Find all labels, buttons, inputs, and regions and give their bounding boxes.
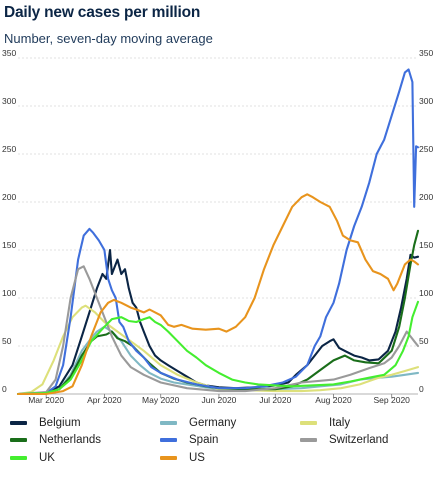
- series-line-uk: [16, 300, 420, 396]
- x-tick-label: Sep 2020: [374, 395, 411, 405]
- x-tick-label: Jul 2020: [259, 395, 291, 405]
- x-axis: Mar 2020 Apr 2020 May 2020 Jun 2020 Jul 2020…: [28, 394, 410, 405]
- legend-swatch: [10, 438, 27, 442]
- legend-item-netherlands: Netherlands: [10, 431, 101, 449]
- y-tick-label: 150: [2, 240, 16, 250]
- x-tick-label: May 2020: [142, 395, 180, 405]
- y-tick-label: 50: [2, 336, 12, 346]
- series-line-spain: [16, 68, 420, 396]
- y-tick-label: 200: [419, 192, 433, 202]
- legend-swatch: [160, 456, 177, 460]
- y-tick-label: 100: [419, 288, 433, 298]
- legend-item-us: US: [160, 449, 205, 467]
- x-tick-label: Apr 2020: [87, 395, 122, 405]
- legend-label: Germany: [189, 417, 237, 429]
- legend-item-uk: UK: [10, 449, 55, 467]
- legend-item-belgium: Belgium: [10, 414, 81, 432]
- legend-label: Italy: [329, 417, 351, 429]
- legend-label: Spain: [189, 434, 219, 446]
- series-line-switzerland: [16, 265, 420, 396]
- y-tick-label: 200: [2, 192, 16, 202]
- y-tick-label: 50: [419, 336, 429, 346]
- x-tick-label: Jun 2020: [201, 395, 236, 405]
- legend-swatch: [160, 438, 177, 442]
- chart-legend: Belgium Germany Italy Netherlands Spain …: [0, 414, 436, 484]
- y-tick-label: 100: [2, 288, 16, 298]
- series-line-us: [16, 193, 420, 396]
- y-tick-label: 300: [419, 96, 433, 106]
- y-tick-label: 0: [419, 384, 424, 394]
- y-tick-label: 250: [2, 144, 16, 154]
- legend-label: US: [189, 452, 205, 464]
- y-tick-label: 0: [2, 384, 7, 394]
- y-axis-right: 0 50 100 150 200 250 300 350: [419, 48, 433, 394]
- legend-swatch: [10, 456, 27, 460]
- legend-item-spain: Spain: [160, 431, 218, 449]
- y-tick-label: 250: [419, 144, 433, 154]
- legend-swatch: [10, 421, 27, 425]
- legend-item-germany: Germany: [160, 414, 236, 432]
- legend-label: UK: [39, 452, 55, 464]
- x-tick-label: Mar 2020: [28, 395, 64, 405]
- chart-subtitle: Number, seven-day moving average: [4, 31, 213, 46]
- legend-label: Netherlands: [39, 434, 102, 446]
- y-tick-label: 350: [2, 48, 16, 58]
- legend-swatch: [300, 421, 317, 425]
- y-tick-label: 150: [419, 240, 433, 250]
- legend-swatch: [300, 438, 317, 442]
- y-tick-label: 350: [419, 48, 433, 58]
- legend-swatch: [160, 421, 177, 425]
- legend-item-italy: Italy: [300, 414, 350, 432]
- legend-label: Switzerland: [329, 434, 389, 446]
- x-tick-label: Aug 2020: [315, 395, 352, 405]
- legend-item-switzerland: Switzerland: [300, 431, 388, 449]
- legend-label: Belgium: [39, 417, 81, 429]
- y-axis-left: 0 50 100 150 200 250 300 350: [2, 48, 16, 394]
- series-lines: [16, 68, 420, 396]
- chart-grid: [18, 57, 418, 395]
- chart-title: Daily new cases per million: [4, 4, 201, 21]
- y-tick-label: 300: [2, 96, 16, 106]
